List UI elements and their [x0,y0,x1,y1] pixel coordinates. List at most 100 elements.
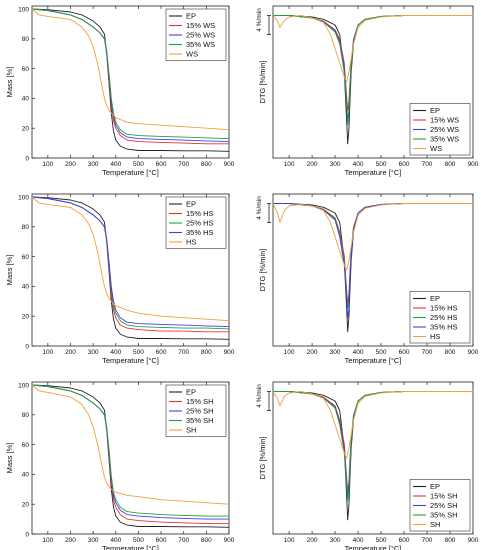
legend-label: EP [430,482,440,491]
x-tick-label: 900 [468,537,479,544]
legend-label: 25% WS [430,125,459,134]
legend-label: 25% WS [186,31,215,40]
legend-label: 25% HS [186,219,214,228]
x-tick-label: 600 [399,349,410,356]
legend-label: SH [430,520,440,529]
x-tick-label: 400 [110,537,121,544]
series-line-sh [31,384,230,505]
y-tick-label: 0 [25,343,29,350]
legend-label: 25% SH [430,501,458,510]
y-tick-label: 0 [25,531,29,538]
legend-label: 15% SH [186,397,214,406]
x-tick-label: 200 [65,161,76,168]
x-tick-label: 500 [133,349,144,356]
legend-label: 15% SH [430,492,458,501]
y-axis-label: Mass [%] [5,67,14,98]
x-tick-label: 200 [307,161,318,168]
x-tick-label: 700 [178,161,189,168]
legend-label: EP [430,106,440,115]
x-tick-label: 800 [445,537,456,544]
x-tick-label: 100 [42,349,53,356]
x-tick-label: 800 [201,537,212,544]
legend-label: EP [186,388,196,397]
series-line-ws [272,15,473,83]
chart-panel-6: 100 200 300 400 500 600 700 800 900 Temperature [… [256,381,479,550]
rate-scale-label: 4 %/min [256,196,263,220]
legend-label: EP [186,12,196,21]
y-tick-label: 100 [18,6,29,13]
x-tick-label: 100 [284,537,295,544]
y-tick-label: 40 [22,284,30,291]
x-tick-label: 200 [65,349,76,356]
x-tick-label: 500 [376,349,387,356]
series-line-ws [31,8,230,131]
x-tick-label: 400 [353,349,364,356]
x-tick-label: 300 [330,537,341,544]
x-tick-label: 900 [224,161,235,168]
x-tick-label: 100 [284,161,295,168]
legend-label: HS [186,238,196,247]
x-tick-label: 300 [88,161,99,168]
legend-label: 15% HS [430,304,458,313]
x-tick-label: 800 [445,161,456,168]
chart-panel-5: 100 200 300 400 500 600 700 800 900 0 20 40 60 80 100 T… [5,381,235,550]
y-tick-label: 80 [22,412,30,419]
x-tick-label: 500 [376,161,387,168]
series-line-sh [272,391,473,459]
chart-panel-1: 100 200 300 400 500 600 700 800 900 0 20 40 60 80 100 T… [5,5,235,177]
x-tick-label: 500 [133,537,144,544]
x-tick-label: 800 [201,349,212,356]
y-axis-label: Mass [%] [5,443,14,474]
x-tick-label: 100 [284,349,295,356]
x-tick-label: 900 [468,161,479,168]
legend-label: 15% HS [186,209,214,218]
legend-label: 35% SH [186,416,214,425]
series-line-35-ws [31,8,230,140]
x-tick-label: 700 [422,161,433,168]
x-tick-label: 700 [178,537,189,544]
x-tick-label: 600 [156,537,167,544]
x-tick-label: 600 [399,537,410,544]
y-axis-label: DTG [%/min] [258,61,267,104]
rate-scale-label: 4 %/min [256,384,263,408]
x-tick-label: 400 [110,349,121,356]
x-tick-label: 900 [224,537,235,544]
legend-label: WS [430,144,442,153]
rate-scale-label: 4 %/min [256,8,263,32]
x-tick-label: 600 [399,161,410,168]
legend-label: 35% HS [430,323,458,332]
legend-label: 35% SH [430,511,458,520]
legend-label: 25% HS [430,313,458,322]
x-tick-label: 200 [65,537,76,544]
x-tick-label: 400 [110,161,121,168]
series-line-35-hs [31,196,230,328]
series-line-hs [31,196,230,322]
x-axis-label: Temperature [°C] [102,356,159,365]
legend-label: 35% WS [186,40,215,49]
x-tick-label: 800 [201,161,212,168]
x-tick-label: 300 [88,537,99,544]
legend-label: EP [430,294,440,303]
x-tick-label: 900 [468,349,479,356]
y-tick-label: 60 [22,254,30,261]
x-tick-label: 100 [42,161,53,168]
y-axis-label: Mass [%] [5,255,14,286]
x-tick-label: 300 [330,161,341,168]
x-tick-label: 800 [445,349,456,356]
y-tick-label: 0 [25,155,29,162]
y-tick-label: 60 [22,66,30,73]
x-axis-label: Temperature [°C] [345,544,402,550]
x-axis-label: Temperature [°C] [102,168,159,177]
y-tick-label: 100 [18,382,29,389]
x-tick-label: 300 [88,349,99,356]
legend-label: EP [186,200,196,209]
legend-label: WS [186,50,198,59]
y-tick-label: 20 [22,313,30,320]
y-axis-label: DTG [%/min] [258,249,267,292]
x-tick-label: 200 [307,349,318,356]
series-line-hs [272,203,473,271]
legend-label: 15% WS [430,116,459,125]
x-tick-label: 600 [156,349,167,356]
y-tick-label: 40 [22,96,30,103]
